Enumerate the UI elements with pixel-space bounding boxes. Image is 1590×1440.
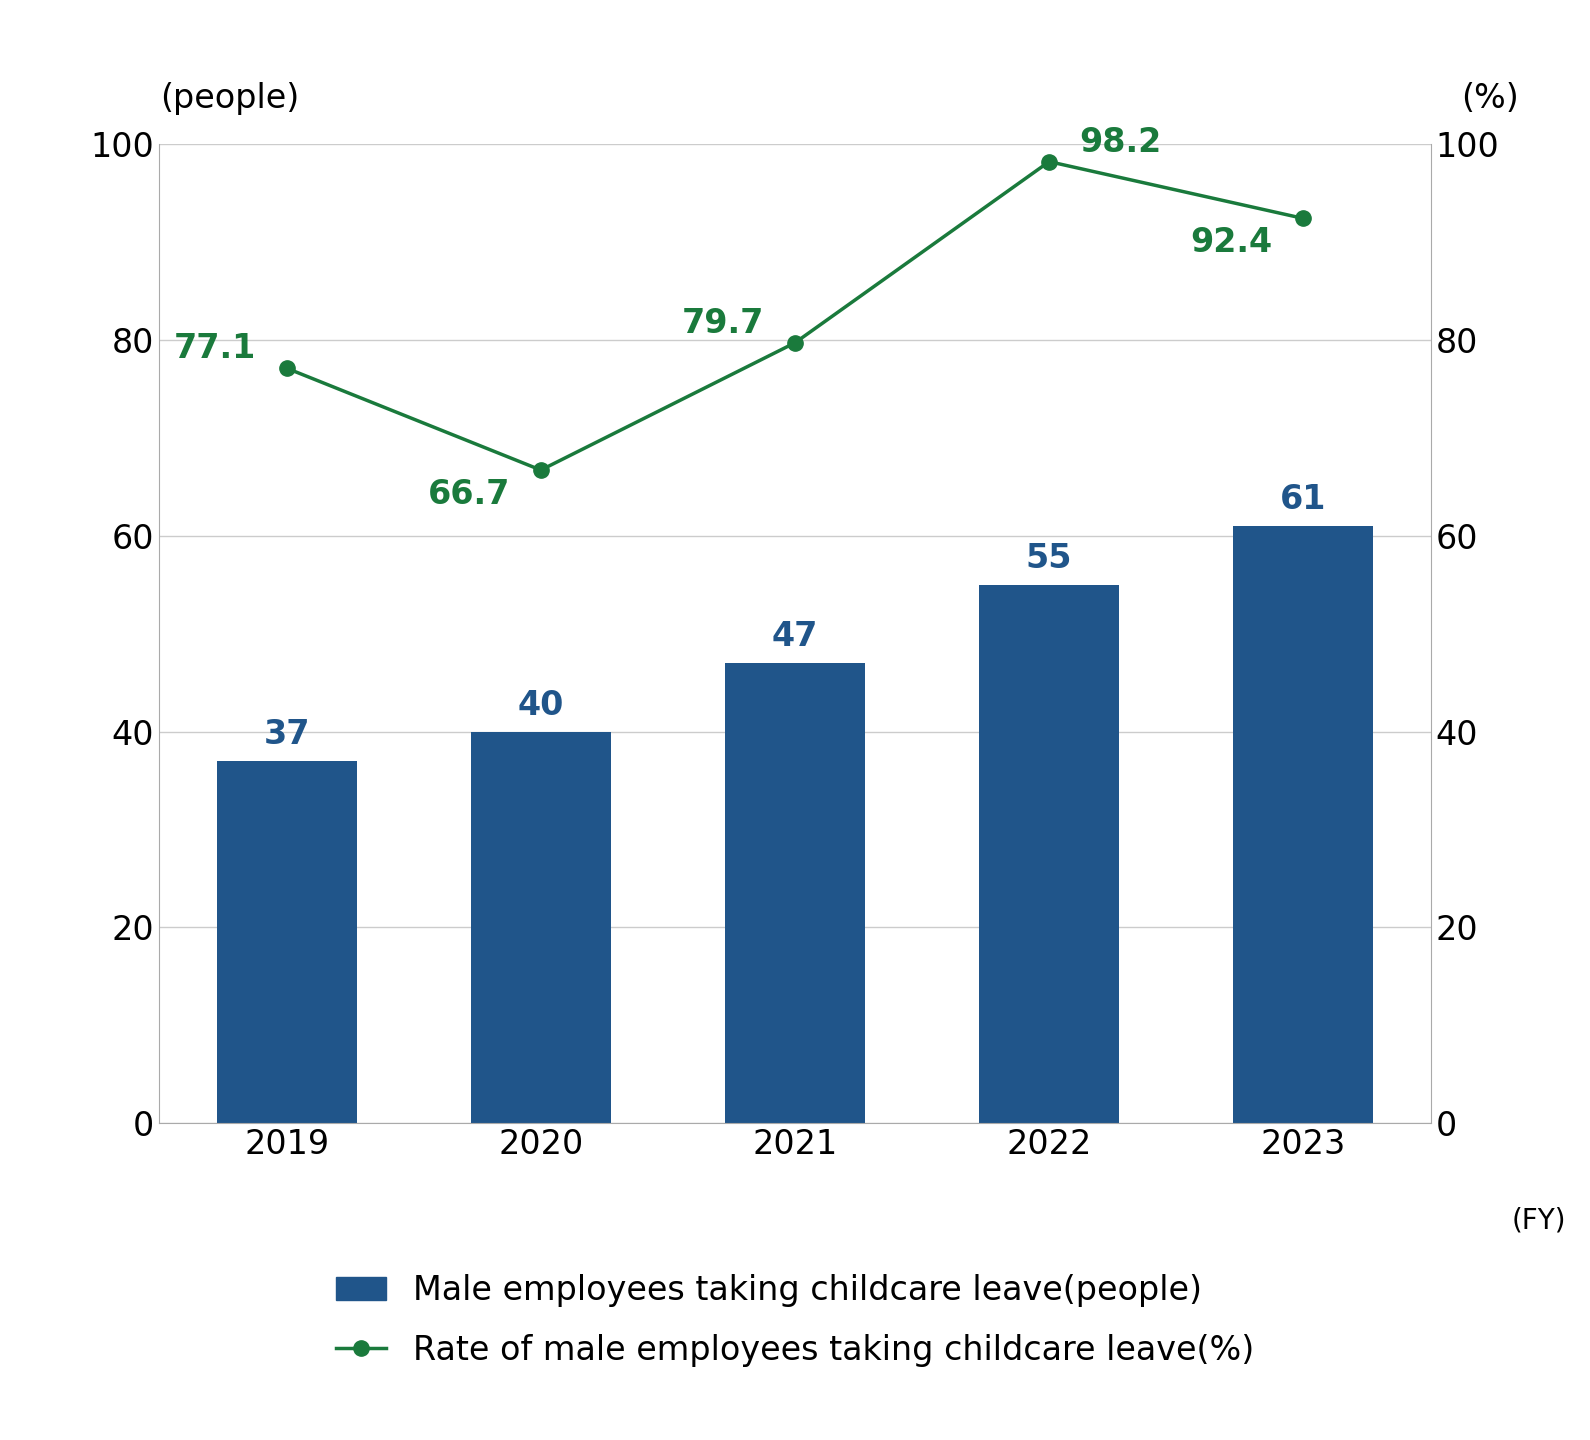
Text: (%): (%) — [1461, 82, 1518, 115]
Text: 77.1: 77.1 — [173, 333, 256, 366]
Text: 40: 40 — [518, 688, 564, 721]
Text: 98.2: 98.2 — [1080, 125, 1162, 158]
Text: (people): (people) — [159, 82, 299, 115]
Text: 92.4: 92.4 — [1191, 226, 1272, 259]
Bar — [471, 732, 611, 1123]
Text: 66.7: 66.7 — [428, 478, 510, 511]
Text: 79.7: 79.7 — [682, 307, 765, 340]
Legend: Male employees taking childcare leave(people), Rate of male employees taking chi: Male employees taking childcare leave(pe… — [323, 1261, 1267, 1380]
Bar — [979, 585, 1119, 1123]
Bar — [725, 662, 865, 1123]
Bar — [1234, 526, 1374, 1123]
Text: 37: 37 — [264, 719, 310, 752]
Text: 61: 61 — [1280, 482, 1326, 516]
Text: 55: 55 — [1026, 541, 1072, 575]
Text: 47: 47 — [771, 621, 819, 654]
Text: (FY): (FY) — [1512, 1207, 1566, 1234]
Bar — [216, 760, 356, 1123]
